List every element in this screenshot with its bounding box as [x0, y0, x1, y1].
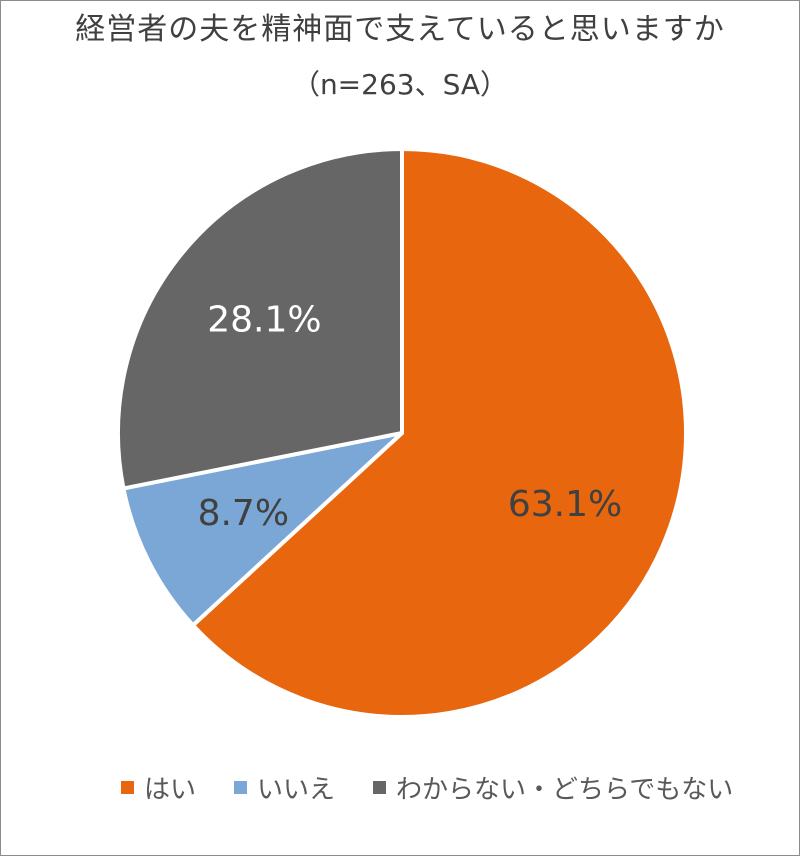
slice-unsure	[116, 147, 404, 491]
legend-label-yes: はい	[144, 774, 197, 805]
legend-swatch-no	[234, 780, 248, 794]
slice-yes	[190, 147, 688, 719]
legend-item-yes: はい	[121, 769, 196, 806]
chart-subtitle: （n=263、SA）	[291, 68, 509, 101]
legend-item-no: いいえ	[234, 769, 335, 806]
legend-label-no: いいえ	[257, 774, 336, 805]
slice-label-unsure: 28.1%	[207, 300, 321, 341]
legend: はい いいえ わからない・どちらでもない	[121, 767, 781, 807]
slice-no	[121, 431, 404, 628]
chart-title: 経営者の夫を精神面で支えていると思いますか	[75, 12, 725, 47]
slice-label-no: 8.7%	[198, 493, 289, 534]
legend-swatch-yes	[121, 780, 134, 794]
legend-label-unsure: わからない・どちらでもない	[396, 774, 734, 805]
slice-label-yes: 63.1%	[508, 484, 622, 525]
legend-swatch-unsure	[373, 780, 387, 794]
legend-item-unsure: わからない・どちらでもない	[373, 769, 733, 806]
